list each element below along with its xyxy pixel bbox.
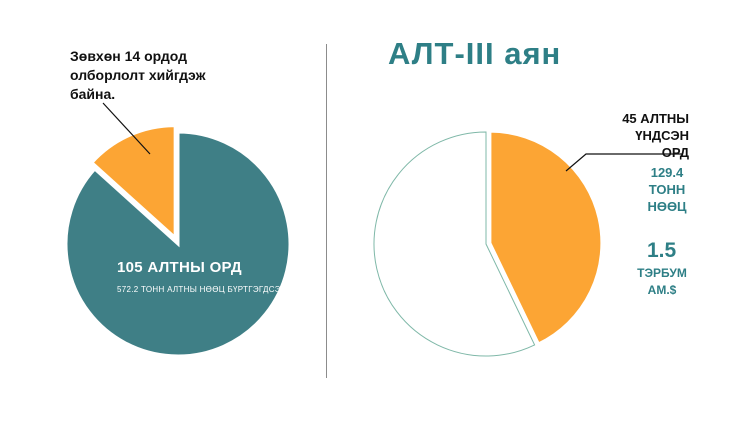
pie-slice-2: [64, 130, 292, 358]
left-callout-note: Зөвхөн 14 ордод олборлолт хийгдэж байна.: [70, 48, 206, 102]
left-callout-line: [102, 102, 151, 155]
page-heading: АЛТ-III аян: [388, 36, 562, 71]
value-number: 1.5: [647, 239, 677, 262]
right-callout-text: 45 АЛТНЫ ҮНДСЭН ОРД: [622, 111, 689, 160]
value-unit: ТЭРБУМ АМ.$: [637, 266, 687, 297]
right-callout-note: 45 АЛТНЫ ҮНДСЭН ОРД: [609, 110, 689, 161]
pie-slice-2: [373, 131, 536, 357]
pie-slice-1: [488, 129, 604, 347]
reserve-label: 129.4 ТОНН НӨӨЦ: [647, 165, 687, 214]
pie-slice-1: [89, 124, 177, 241]
right-callout-line: [565, 153, 682, 172]
left-pie-title: 105 АЛТНЫ ОРД: [117, 259, 242, 276]
right-pie-chart: [373, 129, 604, 357]
vertical-divider: [326, 44, 327, 378]
left-pie-subtitle: 572.2 ТОНН АЛТНЫ НӨӨЦ БҮРТГЭГДСЭН: [117, 285, 287, 294]
left-pie-chart: [64, 124, 292, 358]
